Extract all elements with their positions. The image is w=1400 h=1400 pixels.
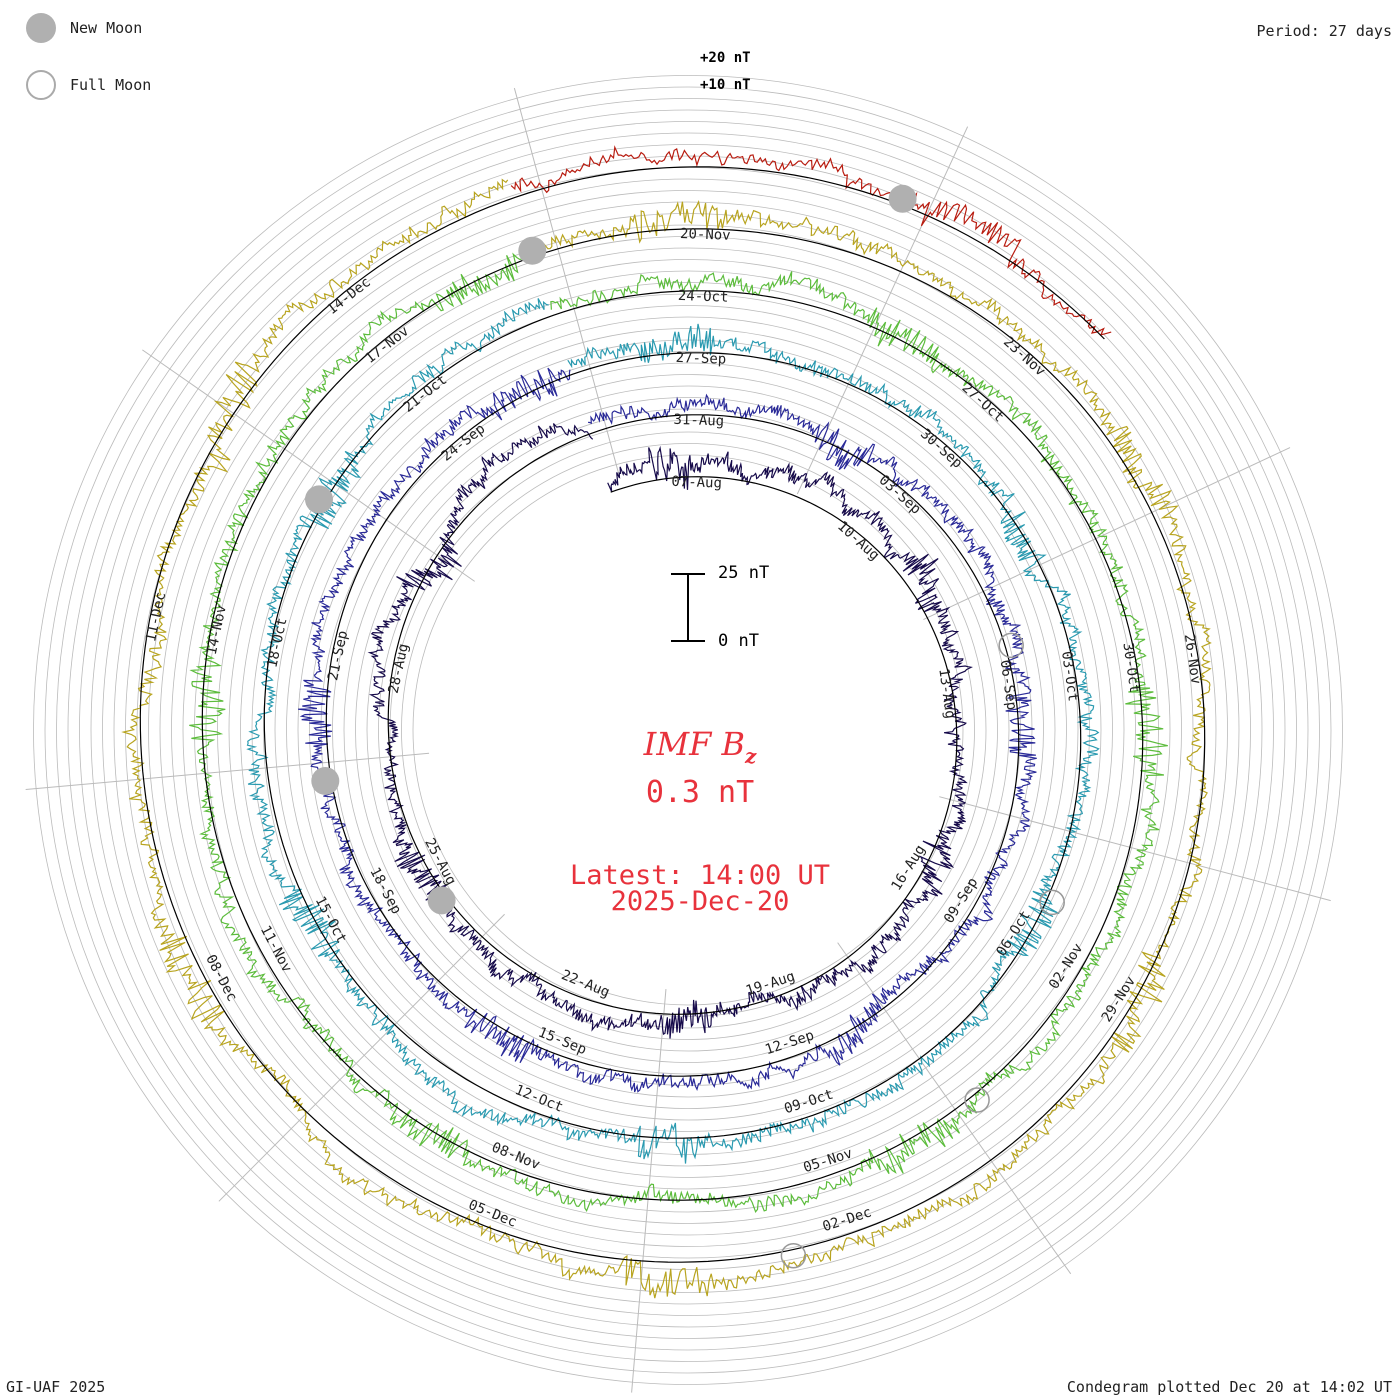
series-trace-4 — [189, 243, 1168, 1214]
date-label: 30-Oct — [1119, 642, 1142, 694]
full-moon-icon — [26, 70, 56, 100]
full-moon-marker — [1039, 889, 1065, 916]
date-label: 07-Aug — [671, 474, 722, 492]
grid-spoke — [631, 989, 667, 1393]
date-label: 10-Aug — [834, 518, 882, 564]
date-label: 14-Nov — [204, 603, 230, 656]
series-trace-3 — [246, 298, 1100, 1164]
grid-ring — [90, 132, 1286, 1328]
grid-ring — [79, 121, 1297, 1339]
series-trace-5 — [121, 178, 1212, 1299]
grid-ring — [136, 178, 1240, 1282]
full-moon-marker — [998, 632, 1024, 659]
new-moon-icon — [26, 13, 56, 43]
date-label: 11-Nov — [257, 923, 295, 975]
grid-ring — [251, 293, 1125, 1167]
baseline-spiral-path — [139, 166, 1206, 1263]
date-label: 03-Sep — [876, 472, 924, 518]
grid-ring — [274, 316, 1102, 1144]
footer-plotted: Condegram plotted Dec 20 at 14:02 UT — [1066, 1378, 1392, 1396]
title-subscript: z — [744, 744, 757, 768]
new-moon-marker — [888, 184, 917, 213]
new-moon-marker — [518, 236, 547, 265]
scale-bottom-label: 0 nT — [718, 631, 759, 651]
date-label: 21-Sep — [325, 629, 351, 682]
grid-spoke — [25, 752, 430, 791]
grid-ring — [412, 454, 964, 1006]
new-moon-label: New Moon — [70, 19, 143, 37]
ring-label-plus10: +10 nT — [700, 77, 751, 93]
series-trace-6 — [510, 145, 1112, 336]
grid-ring — [182, 224, 1194, 1236]
full-moon-marker — [780, 1242, 807, 1269]
series-layer — [121, 145, 1212, 1299]
grid-ring — [389, 431, 987, 1029]
date-label: 05-Nov — [801, 1145, 854, 1176]
legend-new-moon: New Moon — [26, 13, 142, 43]
date-label: 22-Aug — [559, 967, 612, 1001]
series-trace-1 — [367, 423, 973, 1039]
grid-spoke — [923, 447, 1291, 621]
grid-ring — [194, 236, 1182, 1224]
grid-ring — [67, 109, 1309, 1351]
grid-spoke — [939, 796, 1331, 902]
grid-ring — [148, 190, 1228, 1270]
grid-ring — [33, 75, 1343, 1385]
current-value: 0.3 nT — [645, 775, 755, 810]
grid-ring — [159, 201, 1217, 1259]
date-label: 12-Oct — [512, 1082, 565, 1116]
grid-rings — [33, 75, 1343, 1385]
date-label: 26-Nov — [1181, 633, 1204, 685]
grid-ring — [343, 385, 1033, 1075]
legend-full-moon: Full Moon — [26, 70, 151, 100]
latest-date: 2025-Dec-20 — [610, 886, 790, 917]
date-label: 15-Sep — [536, 1025, 589, 1059]
ring-label-plus20: +20 nT — [700, 50, 751, 66]
grid-spoke — [142, 349, 475, 582]
date-label: 13-Aug — [935, 667, 958, 719]
grid-spoke — [837, 942, 1072, 1275]
date-label: 03-Oct — [1058, 650, 1081, 702]
full-moon-label: Full Moon — [70, 76, 152, 94]
date-label: 24-Oct — [678, 288, 729, 306]
grid-ring — [378, 420, 998, 1040]
grid-ring — [56, 98, 1320, 1362]
date-label: 31-Aug — [673, 412, 724, 430]
moon-marker-layer — [305, 184, 1065, 1269]
new-moon-marker — [305, 485, 333, 514]
grid-spoke — [218, 913, 505, 1202]
footer-credit: GI-UAF 2025 — [6, 1378, 106, 1396]
chart-title: IMF Bz — [0, 725, 1400, 768]
grid-ring — [263, 305, 1113, 1155]
date-label: 11-Dec — [143, 591, 169, 644]
title-main: IMF B — [643, 725, 745, 763]
date-label: 21-Oct — [400, 372, 450, 416]
scale-top-label: 25 nT — [718, 563, 770, 583]
grid-ring — [44, 86, 1332, 1374]
date-label: 06-Sep — [997, 659, 1020, 711]
date-label: 18-Oct — [264, 616, 290, 669]
grid-spoke — [513, 87, 621, 480]
date-label: 24-Sep — [439, 421, 489, 465]
grid-ring — [309, 351, 1067, 1109]
grid-ring — [401, 443, 975, 1017]
date-label: 20-Nov — [680, 226, 731, 244]
baseline-spiral — [139, 166, 1206, 1263]
full-moon-marker — [964, 1087, 990, 1113]
date-label: 29-Nov — [1099, 974, 1139, 1025]
date-label: 27-Sep — [675, 350, 726, 368]
grid-ring — [102, 144, 1274, 1316]
series-trace-2 — [298, 367, 1037, 1093]
new-moon-marker — [311, 767, 340, 795]
date-label: 05-Dec — [466, 1197, 519, 1231]
new-moon-marker — [427, 886, 456, 915]
period-label: Period: 27 days — [1256, 22, 1392, 40]
latest-time: Latest: 14:00 UT — [569, 860, 831, 891]
